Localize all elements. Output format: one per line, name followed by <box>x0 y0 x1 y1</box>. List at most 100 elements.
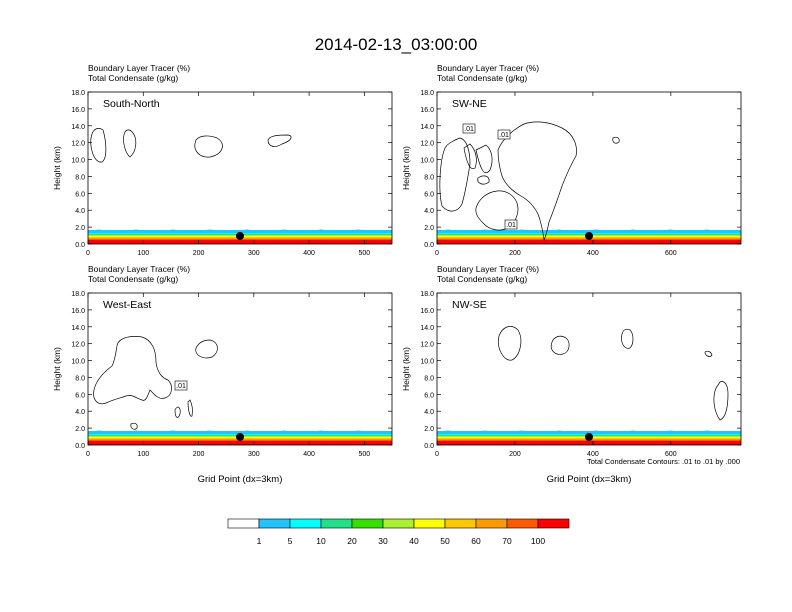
condensate-contour <box>463 143 477 170</box>
panel-name: NW-SE <box>452 299 487 311</box>
colorbar-label: 10 <box>316 536 326 546</box>
y-tick-label: 0.0 <box>424 242 434 249</box>
condensate-contour <box>497 121 577 242</box>
y-tick-label: 6.0 <box>424 191 434 198</box>
panel-sw-ne: Boundary Layer Tracer (%)Total Condensat… <box>401 63 742 257</box>
tracer-bump <box>516 430 528 432</box>
y-tick-label: 12.0 <box>71 141 85 148</box>
location-marker <box>585 433 593 441</box>
colorbar-segment <box>382 518 415 529</box>
x-axis-label: Grid Point (dx=3km) <box>198 474 283 485</box>
contour-label-box <box>504 219 518 230</box>
y-tick-label: 10.0 <box>420 359 434 366</box>
tracer-bump <box>278 430 290 432</box>
x-tick-label: 400 <box>303 250 315 257</box>
y-tick-label: 2.0 <box>75 225 85 232</box>
panel-header-line: Total Condensate (g/kg) <box>437 73 527 83</box>
y-tick-label: 2.0 <box>424 225 434 232</box>
tracer-bump <box>664 229 676 231</box>
y-tick-label: 4.0 <box>75 409 85 416</box>
tracer-bump <box>590 430 602 432</box>
panel-west-east: Boundary Layer Tracer (%)Total Condensat… <box>52 264 393 485</box>
y-tick-label: 4.0 <box>424 409 434 416</box>
condensate-contour <box>550 335 570 355</box>
condensate-contour <box>123 129 137 158</box>
panel-header-line: Boundary Layer Tracer (%) <box>437 63 539 73</box>
panel-header-line: Boundary Layer Tracer (%) <box>437 264 539 274</box>
tracer-bump <box>167 229 179 231</box>
tracer-bump <box>204 229 216 231</box>
colorbar: 1 5 10 20 30 40 50 60 70 100 <box>227 518 570 546</box>
y-tick-label: 12.0 <box>420 141 434 148</box>
tracer-bump <box>130 430 142 432</box>
contour-note: Total Condensate Contours: .01 to .01 by… <box>587 457 740 466</box>
tracer-bump <box>664 430 676 432</box>
contour-label: .01 <box>176 383 186 390</box>
y-tick-label: 12.0 <box>420 342 434 349</box>
panel-name: West-East <box>103 299 151 311</box>
condensate-contour <box>267 134 292 147</box>
contour-label-box <box>174 380 188 391</box>
y-tick-label: 0.0 <box>75 242 85 249</box>
colorbar-segment <box>537 518 570 529</box>
y-tick-label: 14.0 <box>71 124 85 131</box>
tracer-bump <box>93 229 105 231</box>
tracer-bump <box>627 430 639 432</box>
panel-name: SW-NE <box>452 98 487 110</box>
y-tick-label: 16.0 <box>420 308 434 315</box>
x-tick-label: 100 <box>137 250 149 257</box>
x-tick-label: 400 <box>587 451 599 458</box>
y-tick-label: 6.0 <box>75 191 85 198</box>
tracer-bump <box>315 430 327 432</box>
y-tick-label: 16.0 <box>71 107 85 114</box>
condensate-contour <box>90 128 107 163</box>
x-tick-label: 0 <box>435 250 439 257</box>
colorbar-segment <box>413 518 446 529</box>
contour-label-box <box>462 123 476 134</box>
location-marker <box>585 232 593 240</box>
colorbar-label: 100 <box>531 536 545 546</box>
x-tick-label: 500 <box>359 250 371 257</box>
tracer-bump <box>278 229 290 231</box>
condensate-contour <box>621 328 634 349</box>
condensate-contour <box>612 136 620 144</box>
contour-label: .01 <box>464 126 474 133</box>
location-marker <box>236 433 244 441</box>
x-tick-label: 600 <box>665 250 677 257</box>
tracer-bump <box>130 229 142 231</box>
y-axis-label: Height (km) <box>52 146 62 190</box>
y-tick-label: 10.0 <box>71 359 85 366</box>
tracer-bump <box>241 229 253 231</box>
x-tick-label: 200 <box>193 250 205 257</box>
x-axis-label: Grid Point (dx=3km) <box>547 474 632 485</box>
x-tick-label: 100 <box>137 451 149 458</box>
tracer-bump <box>701 430 713 432</box>
tracer-bump <box>315 229 327 231</box>
colorbar-label: 30 <box>378 536 388 546</box>
tracer-bump <box>553 229 565 231</box>
colorbar-label: 40 <box>409 536 419 546</box>
y-axis-label: Height (km) <box>52 347 62 391</box>
y-tick-label: 18.0 <box>71 291 85 298</box>
tracer-bump <box>93 430 105 432</box>
contour-label-box <box>497 129 511 140</box>
x-tick-label: 200 <box>193 451 205 458</box>
tracer-bump <box>627 229 639 231</box>
y-tick-label: 6.0 <box>75 392 85 399</box>
y-tick-label: 12.0 <box>71 342 85 349</box>
condensate-contour <box>704 350 713 357</box>
y-tick-label: 18.0 <box>420 291 434 298</box>
colorbar-segment <box>227 518 260 529</box>
y-tick-label: 14.0 <box>420 124 434 131</box>
plot-frame <box>87 91 393 245</box>
condensate-contour <box>498 326 522 361</box>
condensate-contour <box>195 339 218 359</box>
y-axis-label: Height (km) <box>401 146 411 190</box>
y-tick-label: 10.0 <box>71 158 85 165</box>
y-tick-label: 10.0 <box>420 158 434 165</box>
y-tick-label: 0.0 <box>424 443 434 450</box>
colorbar-segment <box>289 518 322 529</box>
colorbar-segment <box>475 518 508 529</box>
colorbar-segment <box>506 518 539 529</box>
